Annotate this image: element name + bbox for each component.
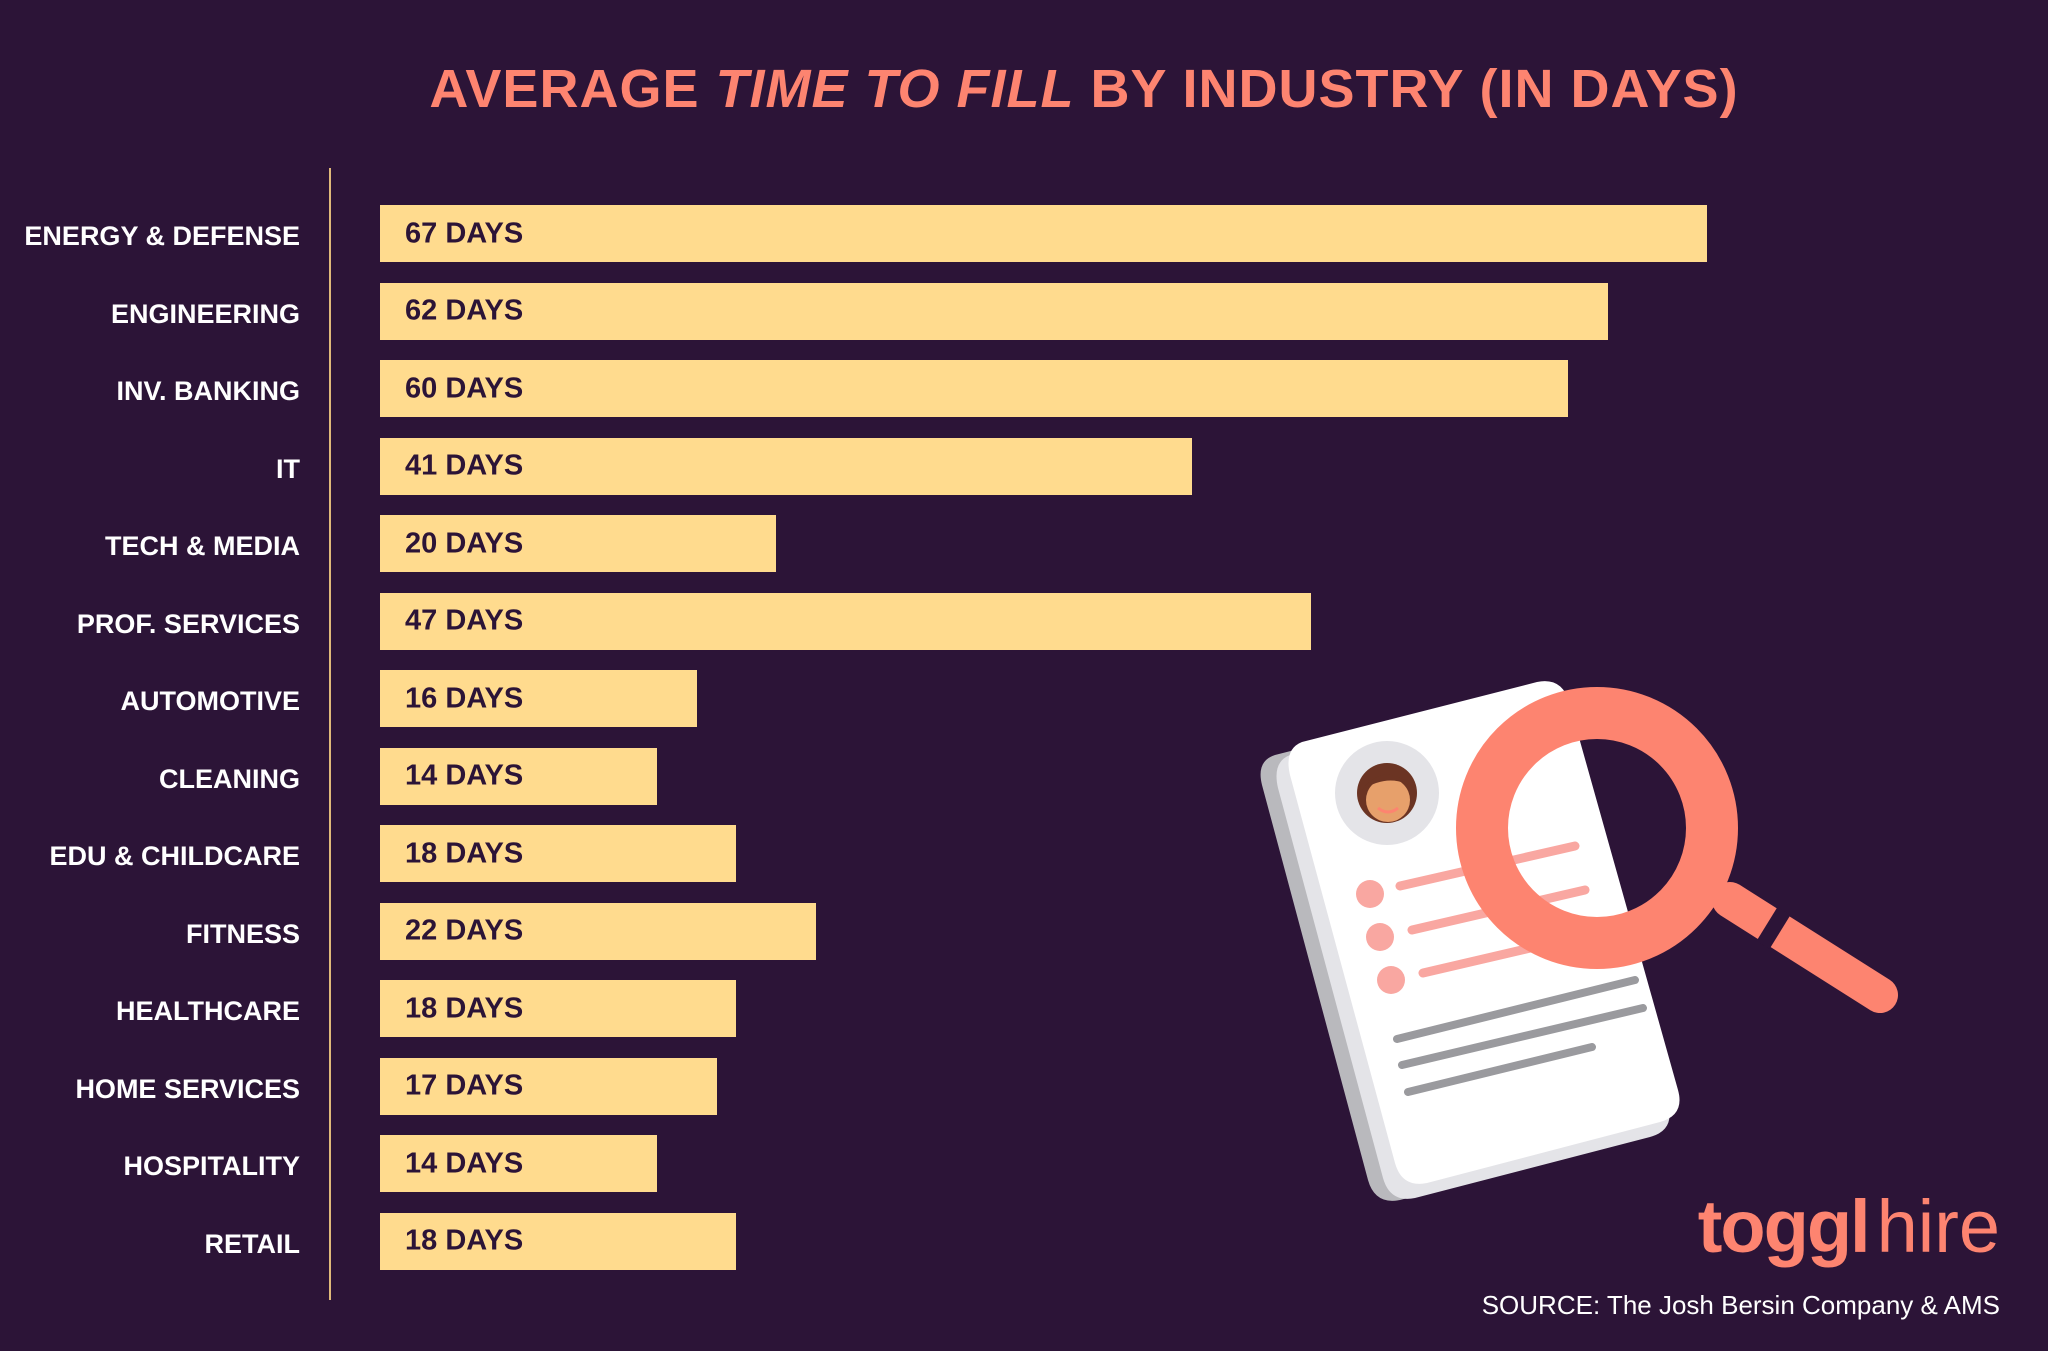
data-label: 22 DAYS bbox=[405, 914, 524, 947]
bar: 16 DAYS bbox=[380, 670, 697, 727]
bar: 60 DAYS bbox=[380, 360, 1568, 417]
data-label: 62 DAYS bbox=[405, 294, 524, 327]
bar: 20 DAYS bbox=[380, 515, 776, 572]
category-label: INV. BANKING bbox=[116, 376, 300, 406]
bar: 18 DAYS bbox=[380, 1212, 737, 1270]
toggl-hire-logo: toggl hire bbox=[1698, 1190, 2000, 1264]
category-label: HEALTHCARE bbox=[116, 996, 300, 1026]
category-label: EDU & CHILDCARE bbox=[49, 841, 300, 871]
bar: 14 DAYS bbox=[380, 747, 658, 805]
category-label: AUTOMOTIVE bbox=[120, 686, 300, 716]
category-label: PROF. SERVICES bbox=[76, 608, 300, 639]
category-label: TECH & MEDIA bbox=[105, 531, 300, 561]
bar: 18 DAYS bbox=[380, 825, 737, 882]
logo-brand: toggl bbox=[1697, 1185, 1871, 1268]
category-label: IT bbox=[276, 453, 300, 484]
data-label: 14 DAYS bbox=[405, 759, 524, 792]
magnifying-glass-icon bbox=[1456, 687, 1898, 1013]
category-label: ENGINEERING bbox=[110, 298, 300, 329]
category-label: CLEANING bbox=[159, 763, 300, 794]
bar: 18 DAYS bbox=[380, 980, 737, 1037]
category-label: ENERGY & DEFENSE bbox=[24, 221, 300, 251]
bar: 62 DAYS bbox=[380, 282, 1608, 340]
resume-document-icon bbox=[1260, 681, 1680, 1201]
bar: 22 DAYS bbox=[380, 902, 816, 960]
title-part: BY INDUSTRY (IN DAYS) bbox=[1074, 59, 1739, 119]
bar: 14 DAYS bbox=[380, 1135, 658, 1192]
data-label: 17 DAYS bbox=[405, 1069, 524, 1102]
data-label: 60 DAYS bbox=[405, 372, 524, 404]
bar: 47 DAYS bbox=[380, 592, 1311, 650]
data-label: 47 DAYS bbox=[405, 604, 524, 637]
data-label: 41 DAYS bbox=[405, 449, 524, 482]
title-emphasis: TIME TO FILL bbox=[715, 59, 1075, 119]
category-axis-line bbox=[329, 168, 331, 1300]
data-label: 14 DAYS bbox=[405, 1147, 524, 1179]
avatar-icon bbox=[1357, 763, 1417, 823]
bar: 41 DAYS bbox=[380, 437, 1192, 495]
logo-product: hire bbox=[1876, 1185, 2000, 1268]
category-label: HOME SERVICES bbox=[75, 1073, 300, 1104]
category-label: HOSPITALITY bbox=[123, 1151, 300, 1181]
data-label: 18 DAYS bbox=[405, 837, 524, 869]
category-label: FITNESS bbox=[185, 918, 300, 949]
bar: 17 DAYS bbox=[380, 1057, 717, 1115]
source-note: SOURCE: The Josh Bersin Company & AMS bbox=[1481, 1290, 2000, 1320]
data-label: 20 DAYS bbox=[405, 527, 524, 559]
category-label: RETAIL bbox=[204, 1228, 301, 1259]
data-label: 18 DAYS bbox=[405, 992, 524, 1024]
resume-search-illustration bbox=[1260, 681, 1898, 1201]
data-label: 18 DAYS bbox=[405, 1224, 524, 1257]
bar: 67 DAYS bbox=[380, 205, 1707, 262]
data-label: 67 DAYS bbox=[405, 217, 524, 249]
title-part: AVERAGE bbox=[429, 59, 716, 119]
chart-title: AVERAGE TIME TO FILL BY INDUSTRY (IN DAY… bbox=[0, 58, 2048, 120]
data-label: 16 DAYS bbox=[405, 682, 524, 714]
